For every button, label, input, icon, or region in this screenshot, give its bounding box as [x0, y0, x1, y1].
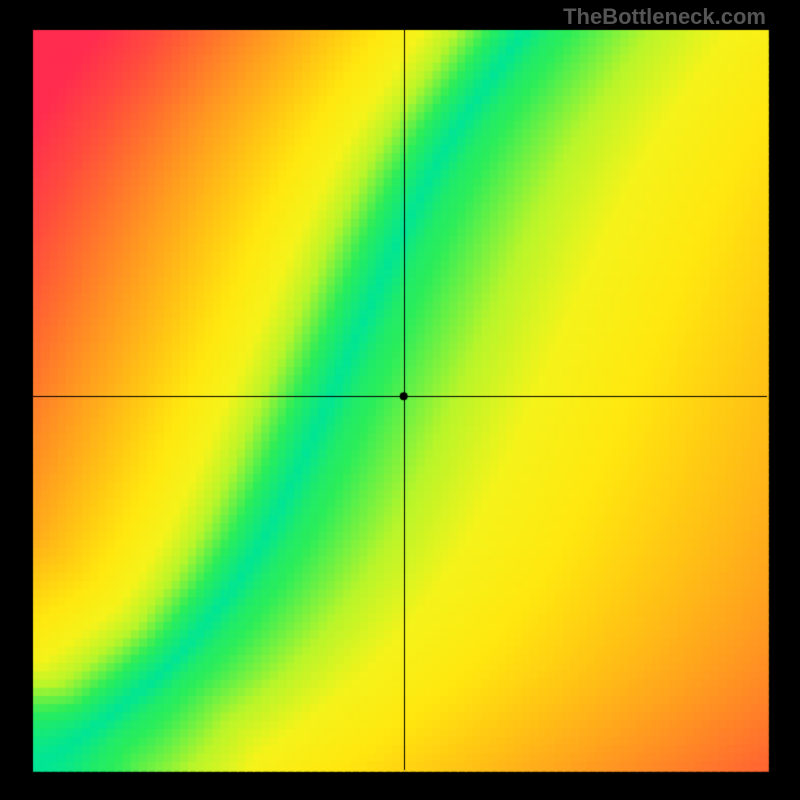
chart-container: TheBottleneck.com	[0, 0, 800, 800]
source-watermark: TheBottleneck.com	[563, 4, 766, 30]
bottleneck-heatmap	[0, 0, 800, 800]
